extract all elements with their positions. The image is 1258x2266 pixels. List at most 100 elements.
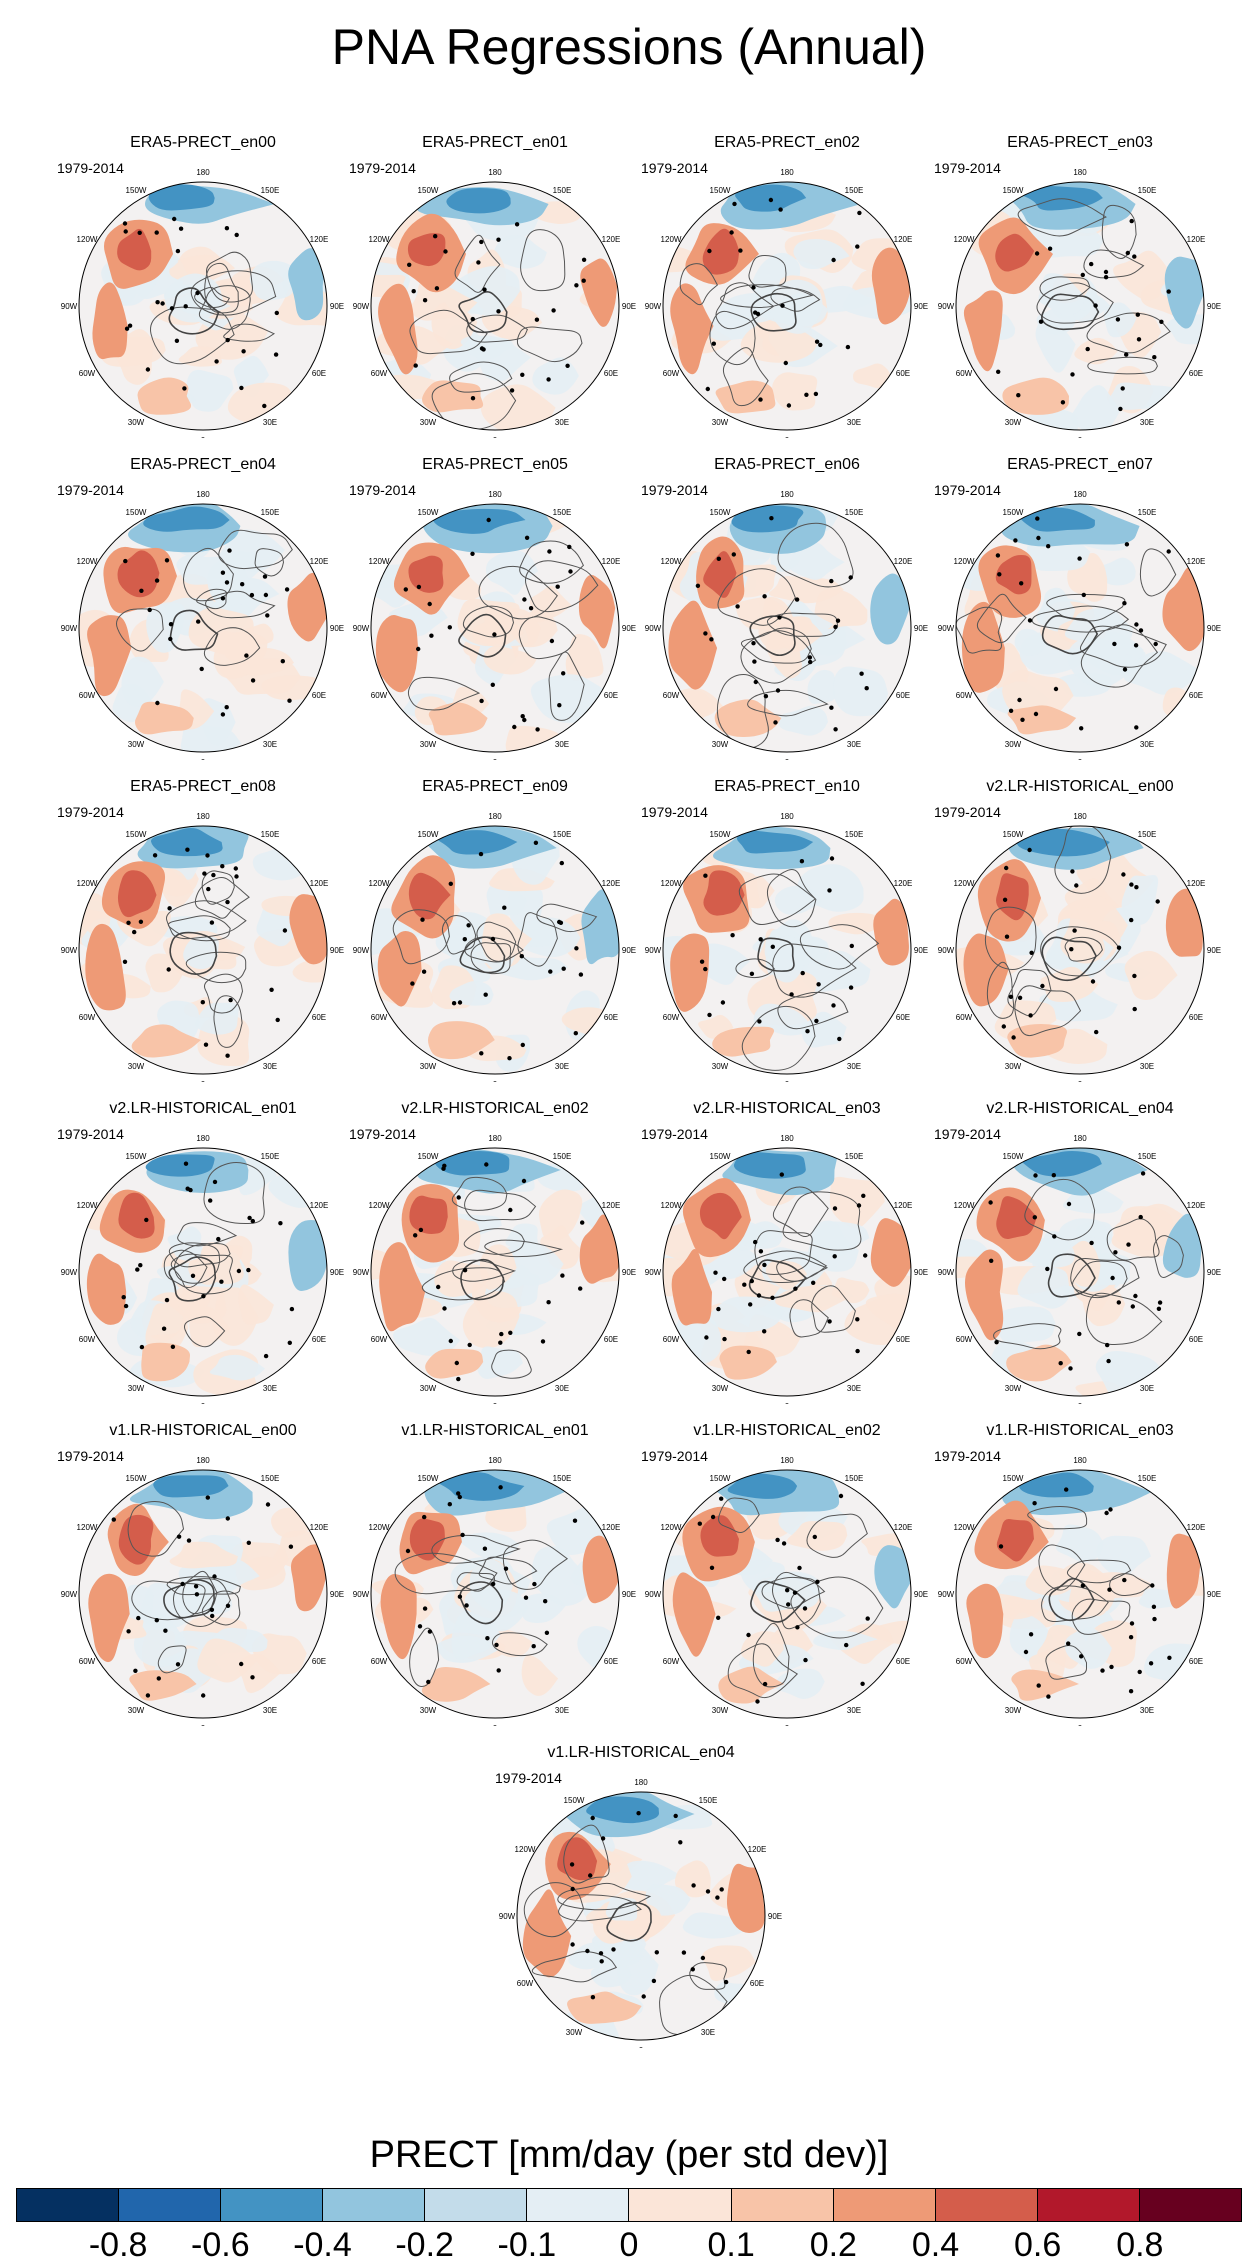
longitude-label: 90E: [330, 1268, 344, 1277]
significance-dot: [783, 360, 788, 366]
side-anomaly: [290, 1544, 327, 1612]
anomaly-patch: [1064, 1627, 1112, 1669]
significance-dot: [262, 574, 268, 579]
anomaly-patch: [1108, 382, 1187, 410]
longitude-label: 120W: [661, 879, 682, 888]
significance-dot: [1060, 400, 1066, 405]
longitude-label: 180: [1073, 1134, 1087, 1143]
positive-anomaly-core: [996, 1518, 1034, 1562]
side-anomaly: [1164, 256, 1204, 329]
coastline: [976, 593, 1027, 644]
significance-dot: [1132, 254, 1137, 259]
positive-anomaly: [131, 1024, 201, 1058]
significance-dot: [829, 705, 834, 710]
significance-dot: [421, 969, 427, 974]
polar-map: 180 150E 120E 90E 60E 30E 0 30W 60W 90W 120W 150W: [938, 812, 1221, 1082]
significance-dot: [730, 933, 735, 938]
longitude-label: 90W: [353, 946, 370, 955]
longitude-label: 150W: [710, 1152, 731, 1161]
panel-period: 1979-2014: [934, 482, 1001, 498]
significance-dot: [567, 544, 572, 550]
anomaly-patch: [493, 234, 547, 269]
significance-dot: [755, 1699, 760, 1704]
significance-dot: [249, 592, 255, 598]
significance-dot: [126, 1629, 131, 1634]
significance-dot: [695, 583, 701, 588]
coastline: [1007, 968, 1052, 1017]
longitude-label: 60E: [1189, 691, 1203, 700]
coastline: [1080, 624, 1159, 688]
significance-dot: [168, 636, 173, 642]
coastline: [776, 1257, 829, 1282]
significance-dot: [224, 226, 230, 231]
significance-dot: [219, 1279, 224, 1284]
longitude-label: 90E: [622, 1590, 636, 1599]
negative-anomaly-core: [733, 1151, 806, 1179]
side-anomaly: [578, 574, 616, 649]
longitude-label: 30W: [128, 418, 145, 427]
significance-dot: [1027, 847, 1032, 853]
negative-anomaly-core: [432, 508, 526, 534]
significance-dot: [200, 1000, 205, 1005]
significance-dot: [1113, 1250, 1118, 1255]
significance-dot: [454, 1360, 459, 1366]
significance-dot: [1126, 1242, 1131, 1247]
negative-anomaly-core: [436, 830, 518, 855]
significance-dot: [496, 237, 501, 242]
positive-anomaly-core: [995, 233, 1035, 272]
figure-title: PNA Regressions (Annual): [331, 19, 927, 75]
longitude-label: 60W: [663, 691, 680, 700]
longitude-label: 90E: [622, 302, 636, 311]
colorbar-label: -0.4: [293, 2226, 352, 2264]
longitude-label: 60E: [896, 1335, 910, 1344]
significance-dot: [442, 1163, 447, 1168]
map-boundary: [662, 825, 912, 1075]
significance-dot: [815, 1579, 820, 1584]
significance-dot: [775, 688, 781, 693]
longitude-label: 90E: [1207, 1268, 1221, 1277]
anomaly-patch: [462, 1291, 520, 1349]
significance-dot: [781, 1541, 787, 1546]
panel-title: v1.LR-HISTORICAL_en03: [986, 1422, 1174, 1439]
significance-dot: [813, 391, 819, 397]
longitude-label: 30E: [1140, 740, 1154, 749]
significance-dot: [731, 552, 736, 557]
significance-dot: [691, 1883, 696, 1888]
coastline: [182, 547, 234, 602]
longitude-label: 120W: [661, 1201, 682, 1210]
longitude-label: 30E: [555, 1706, 569, 1715]
coastline: [1041, 615, 1099, 655]
longitude-label: 0: [1078, 1724, 1083, 1726]
significance-dot: [1023, 1649, 1029, 1655]
longitude-label: 150W: [126, 508, 147, 517]
map-boundary: [662, 503, 912, 753]
significance-dot: [654, 1950, 659, 1955]
significance-dot: [1105, 1342, 1110, 1348]
positive-anomaly-core: [118, 1514, 154, 1565]
significance-dot: [507, 1056, 512, 1061]
coastline: [449, 361, 513, 393]
map-panel: ERA5-PRECT_en06 1979-2014 180 150E 120E 90E 60…: [641, 456, 933, 760]
significance-dot: [540, 1339, 546, 1344]
longitude-label: 150E: [553, 508, 572, 517]
anomaly-patch: [741, 1631, 784, 1667]
longitude-label: 150W: [126, 186, 147, 195]
coastline: [168, 1256, 217, 1302]
longitude-label: 150W: [126, 1474, 147, 1483]
significance-dot: [464, 1603, 469, 1608]
significance-dot: [172, 216, 177, 222]
significance-dot: [543, 1599, 548, 1604]
significance-dot: [239, 1661, 244, 1667]
coastline: [806, 1513, 868, 1558]
significance-dot: [800, 970, 805, 976]
longitude-label: 30E: [1140, 418, 1154, 427]
coastline: [1083, 249, 1145, 279]
significance-dot: [709, 1565, 715, 1570]
coastline: [984, 906, 1037, 970]
significance-dot: [185, 847, 190, 852]
longitude-label: 60E: [1189, 1013, 1203, 1022]
significance-dot: [155, 300, 160, 305]
significance-dot: [762, 1329, 767, 1334]
longitude-label: 150W: [418, 1152, 439, 1161]
coastline: [720, 284, 814, 308]
